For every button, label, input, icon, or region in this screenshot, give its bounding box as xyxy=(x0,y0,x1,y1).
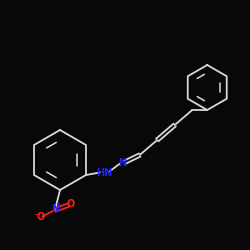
Text: −: − xyxy=(33,210,40,219)
Text: N: N xyxy=(118,158,126,168)
Text: N: N xyxy=(51,204,59,214)
Text: +: + xyxy=(56,202,62,207)
Text: O: O xyxy=(67,199,75,209)
Text: O: O xyxy=(36,212,44,222)
Text: HN: HN xyxy=(96,168,113,177)
